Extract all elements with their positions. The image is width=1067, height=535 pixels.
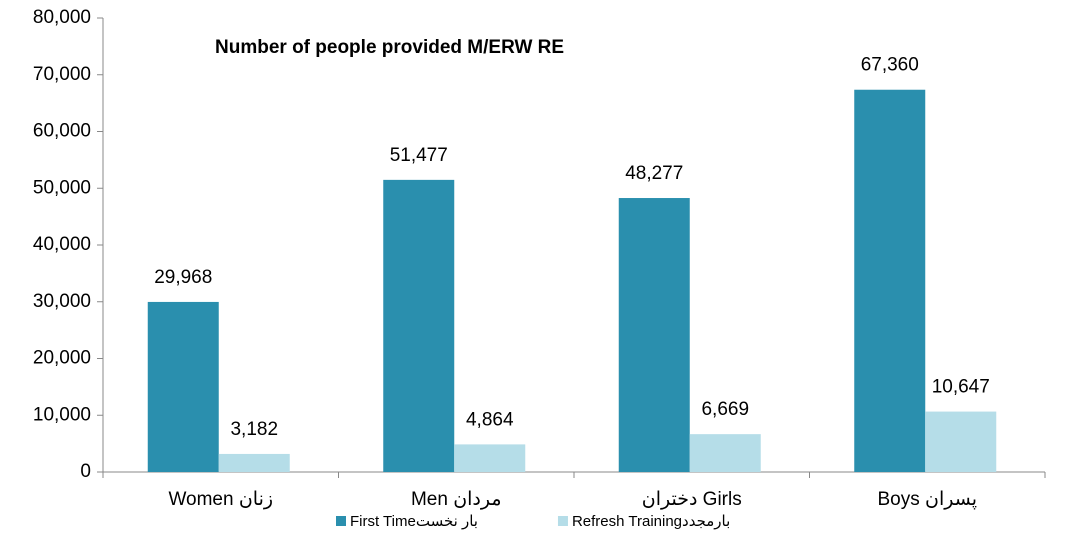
- x-tick-label: Women زنان: [168, 489, 273, 510]
- value-label: 67,360: [861, 55, 919, 76]
- bar: [454, 444, 526, 472]
- x-tick-label: Boys پسران: [878, 489, 977, 510]
- value-label: 51,477: [390, 145, 448, 166]
- value-label: 3,182: [230, 419, 278, 440]
- y-tick-label: 80,000: [33, 7, 91, 28]
- y-tick-label: 60,000: [33, 121, 91, 142]
- value-label: 29,968: [154, 267, 212, 288]
- y-tick-label: 50,000: [33, 177, 91, 198]
- legend-swatch: [336, 516, 346, 526]
- y-tick-label: 10,000: [33, 404, 91, 425]
- chart-title: Number of people provided M/ERW RE: [215, 37, 564, 58]
- y-tick-label: 0: [80, 461, 91, 482]
- bar: [218, 453, 290, 472]
- legend-label: First Timeبار نخست: [350, 513, 478, 530]
- bar: [689, 434, 761, 472]
- bar: [925, 411, 997, 472]
- y-tick-label: 20,000: [33, 348, 91, 369]
- value-label: 10,647: [932, 377, 990, 398]
- legend-swatch: [557, 516, 568, 526]
- y-tick-label: 40,000: [33, 234, 91, 255]
- y-tick-label: 30,000: [33, 291, 91, 312]
- value-label: 6,669: [701, 399, 749, 420]
- bar: [383, 179, 455, 472]
- bar: [854, 89, 926, 473]
- legend-label: Refresh Trainingبارمجدد: [572, 513, 730, 530]
- value-label: 4,864: [466, 409, 514, 430]
- bar: [618, 198, 690, 473]
- x-tick-label: Men مردان: [411, 489, 502, 510]
- bar: [147, 301, 219, 472]
- y-tick-label: 70,000: [33, 64, 91, 85]
- value-label: 48,277: [625, 163, 683, 184]
- x-tick-label: دختران Girls: [642, 489, 742, 510]
